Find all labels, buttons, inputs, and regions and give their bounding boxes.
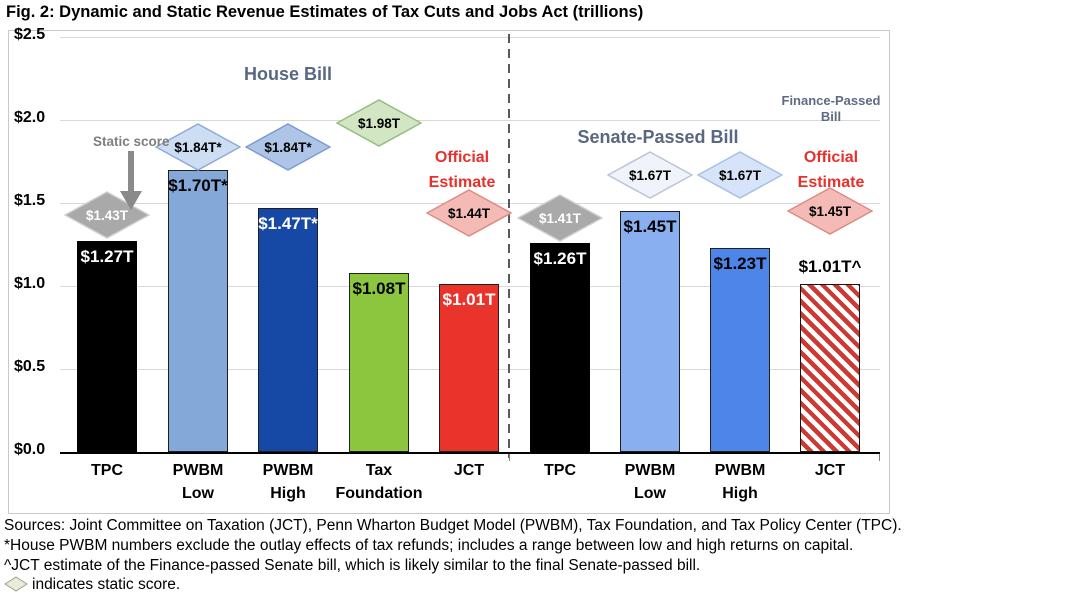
bar-pwbm-high-senate <box>710 248 770 452</box>
x-axis-label-jct-senate: JCT <box>814 462 846 479</box>
senate-passed-bill-header: Senate-Passed Bill <box>577 127 739 147</box>
y-axis-tick-label: $2.0 <box>14 109 46 126</box>
house-bill-header: House Bill <box>243 64 332 84</box>
finance-passed-bill-label: Finance-Passed Bill <box>781 93 881 124</box>
bar-pwbm-low-senate <box>620 211 680 452</box>
x-axis-label-pwbm-low-house: PWBM Low <box>172 462 224 502</box>
static-score-note: Static score <box>93 134 170 149</box>
y-axis-tick-label: $1.0 <box>14 275 46 292</box>
y-axis-tick-label: $0.5 <box>14 358 46 375</box>
official-estimate-house-label: Official Estimate <box>428 149 496 191</box>
x-axis-label-tax-foundation-house: Tax Foundation <box>335 462 423 502</box>
static-score-arrow-icon <box>119 151 143 218</box>
static-score-diamond-icon <box>787 187 873 235</box>
static-diamond-jct-house: $1.44T <box>426 189 512 237</box>
y-axis-tick-label: $2.5 <box>14 26 46 43</box>
bar-jct-house <box>439 284 499 452</box>
static-score-legend-diamond-icon <box>4 576 28 597</box>
static-score-diamond-icon <box>336 99 422 147</box>
x-axis-line <box>60 452 880 454</box>
x-axis-label-tpc-senate: TPC <box>544 462 576 479</box>
bar-value-label-pwbm-low-house: $1.70T* <box>168 176 228 195</box>
bar-value-label-tax-foundation-house: $1.08T <box>352 279 406 298</box>
bar-jct-senate <box>800 284 860 452</box>
static-diamond-jct-senate: $1.45T <box>787 187 873 235</box>
official-estimate-senate-label: Official Estimate <box>797 149 865 191</box>
group-divider <box>508 34 510 458</box>
bar-pwbm-high-house <box>258 208 318 452</box>
bar-value-label-pwbm-high-house: $1.47T* <box>258 214 318 233</box>
axis-tick <box>509 454 510 461</box>
footnote-legend-text: indicates static score. <box>32 576 181 593</box>
bar-pwbm-low-house <box>168 170 228 452</box>
static-score-diamond-icon <box>607 151 693 199</box>
bar-value-label-tpc-senate: $1.26T <box>533 249 587 268</box>
axis-tick <box>879 454 880 461</box>
footnote-asterisk: *House PWBM numbers exclude the outlay e… <box>4 537 854 554</box>
gridline <box>60 120 880 121</box>
x-axis-label-tpc-house: TPC <box>91 462 123 479</box>
bar-value-label-pwbm-high-senate: $1.23T <box>713 254 767 273</box>
bar-value-label-tpc-house: $1.27T <box>80 247 134 266</box>
bar-tpc-senate <box>530 243 590 452</box>
bar-value-label-pwbm-low-senate: $1.45T <box>623 217 677 236</box>
static-score-diamond-icon <box>155 123 241 171</box>
footnote-sources: Sources: Joint Committee on Taxation (JC… <box>4 517 902 534</box>
figure-title: Fig. 2: Dynamic and Static Revenue Estim… <box>6 3 644 21</box>
footnote-legend: indicates static score. <box>4 576 180 597</box>
bar-value-label-jct-senate: $1.01T^ <box>798 257 862 276</box>
static-score-diamond-icon <box>697 151 783 199</box>
x-axis-label-pwbm-low-senate: PWBM Low <box>624 462 676 502</box>
static-diamond-pwbm-high-senate: $1.67T <box>697 151 783 199</box>
bar-value-label-jct-house: $1.01T <box>442 290 496 309</box>
bar-tpc-house <box>77 241 137 452</box>
static-diamond-tpc-senate: $1.41T <box>517 194 603 242</box>
gridline <box>60 37 880 38</box>
static-diamond-pwbm-high-house: $1.84T* <box>245 123 331 171</box>
static-score-diamond-icon <box>245 123 331 171</box>
static-diamond-pwbm-low-house: $1.84T* <box>155 123 241 171</box>
static-diamond-tax-foundation-house: $1.98T <box>336 99 422 147</box>
x-axis-label-pwbm-high-house: PWBM High <box>262 462 314 502</box>
bar-tax-foundation-house <box>349 273 409 452</box>
y-axis-tick-label: $0.0 <box>14 441 46 458</box>
static-diamond-pwbm-low-senate: $1.67T <box>607 151 693 199</box>
y-axis-tick-label: $1.5 <box>14 192 46 209</box>
static-score-diamond-icon <box>426 189 512 237</box>
x-axis-label-pwbm-high-senate: PWBM High <box>714 462 766 502</box>
static-score-diamond-icon <box>517 194 603 242</box>
x-axis-label-jct-house: JCT <box>453 462 485 479</box>
footnote-caret: ^JCT estimate of the Finance-passed Sena… <box>4 557 701 574</box>
